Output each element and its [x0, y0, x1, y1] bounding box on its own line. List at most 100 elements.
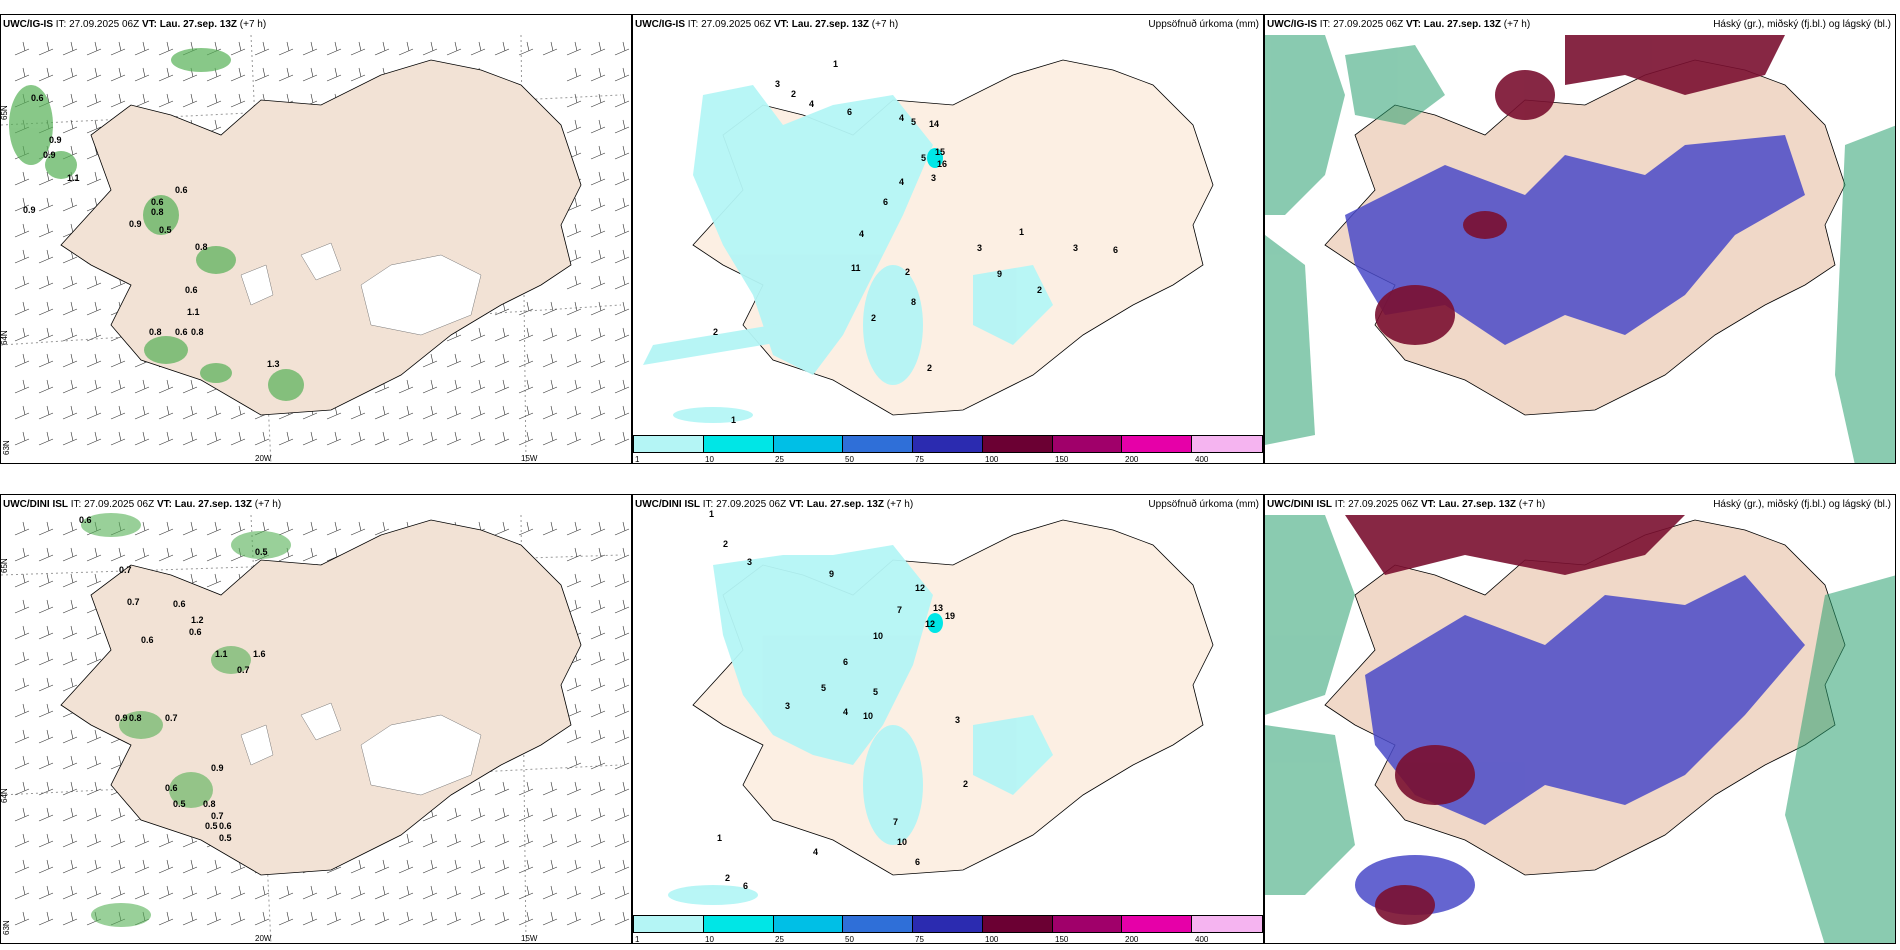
wind-barb	[566, 573, 582, 588]
wind-barb	[62, 885, 78, 900]
wind-barb	[590, 755, 606, 770]
wind-barb	[494, 405, 510, 420]
precip-value-label: 4	[859, 229, 864, 239]
wind-barb	[422, 353, 438, 368]
wind-barb	[422, 885, 438, 900]
wind-barb	[254, 431, 270, 446]
colorbar-segment	[1192, 436, 1262, 452]
wind-barb	[494, 353, 510, 368]
wind-barb	[374, 859, 390, 874]
wind-barb	[38, 677, 54, 692]
colorbar-segment	[1122, 436, 1193, 452]
wind-barb	[62, 521, 78, 536]
wind-barb	[590, 625, 606, 640]
wind-barb	[470, 885, 486, 900]
wind-barb	[182, 911, 198, 926]
wind-barb	[302, 911, 318, 926]
wind-barb	[62, 353, 78, 368]
wind-barb	[542, 807, 558, 822]
precip-value-label: 3	[775, 79, 780, 89]
wind-value-label: 0.5	[173, 799, 186, 809]
wind-barb	[590, 807, 606, 822]
precip-value-label: 6	[1113, 245, 1118, 255]
wind-barb	[566, 327, 582, 342]
wind-barb	[62, 301, 78, 316]
precip-value-label: 2	[713, 327, 718, 337]
wind-value-label: 0.6	[219, 821, 232, 831]
wind-barb	[566, 197, 582, 212]
precip-value-label: 6	[843, 657, 848, 667]
wind-barb	[62, 781, 78, 796]
wind-barb	[614, 807, 630, 822]
wind-barb	[350, 521, 366, 536]
precip-value-label: 6	[883, 197, 888, 207]
wind-barb	[38, 781, 54, 796]
precip-value-label: 1	[731, 415, 736, 425]
wind-barb	[158, 885, 174, 900]
wind-barb	[38, 755, 54, 770]
wind-barb	[14, 327, 30, 342]
wind-barb	[494, 807, 510, 822]
wind-barb	[302, 521, 318, 536]
wind-barb	[14, 249, 30, 264]
colorbar-segment	[1052, 916, 1123, 932]
wind-barb	[614, 729, 630, 744]
colorbar-tick: 10	[705, 455, 714, 464]
wind-barb	[494, 911, 510, 926]
wind-barb	[614, 911, 630, 926]
wind-barb	[350, 405, 366, 420]
wind-value-label: 1.1	[187, 307, 200, 317]
wind-barb	[230, 405, 246, 420]
wind-barb	[494, 379, 510, 394]
wind-barb	[566, 379, 582, 394]
wind-barb	[278, 521, 294, 536]
wind-barb	[470, 911, 486, 926]
wind-barb	[86, 833, 102, 848]
wind-value-label: 0.7	[211, 811, 224, 821]
wind-barb	[158, 833, 174, 848]
wind-barb	[14, 405, 30, 420]
wind-barb	[14, 755, 30, 770]
precip-value-label: 1	[717, 833, 722, 843]
precip-value-label: 19	[945, 611, 955, 621]
wind-barb	[86, 67, 102, 82]
wind-barb	[590, 651, 606, 666]
wind-barb	[158, 431, 174, 446]
wind-barb	[542, 301, 558, 316]
cloud-map	[1265, 35, 1895, 463]
wind-barb	[614, 405, 630, 420]
precip-value-label: 9	[997, 269, 1002, 279]
wind-barb	[518, 327, 534, 342]
wind-barb	[38, 703, 54, 718]
precip-value-label: 2	[791, 89, 796, 99]
wind-barb	[566, 703, 582, 718]
wind-barb	[446, 41, 462, 56]
wind-barb	[86, 275, 102, 290]
colorbar-tick: 25	[775, 935, 784, 944]
wind-barb	[542, 353, 558, 368]
wind-barb	[350, 859, 366, 874]
wind-barb	[86, 573, 102, 588]
colorbar-segment	[1122, 916, 1193, 932]
wind-barb	[62, 93, 78, 108]
wind-barb	[14, 521, 30, 536]
wind-value-label: 0.6	[173, 599, 186, 609]
wind-barb	[86, 301, 102, 316]
wind-barb	[278, 41, 294, 56]
wind-barb	[470, 353, 486, 368]
wind-barb	[374, 41, 390, 56]
wind-barb	[158, 521, 174, 536]
wind-barb	[566, 431, 582, 446]
wind-barb	[278, 885, 294, 900]
wind-barb	[518, 859, 534, 874]
wind-barb	[326, 67, 342, 82]
wind-barb	[398, 911, 414, 926]
wind-barb	[182, 405, 198, 420]
wind-barb	[566, 41, 582, 56]
precip-value-label: 3	[785, 701, 790, 711]
wind-barb	[110, 405, 126, 420]
wind-barb	[590, 405, 606, 420]
wind-barb	[614, 93, 630, 108]
green-cloud	[1265, 35, 1895, 463]
